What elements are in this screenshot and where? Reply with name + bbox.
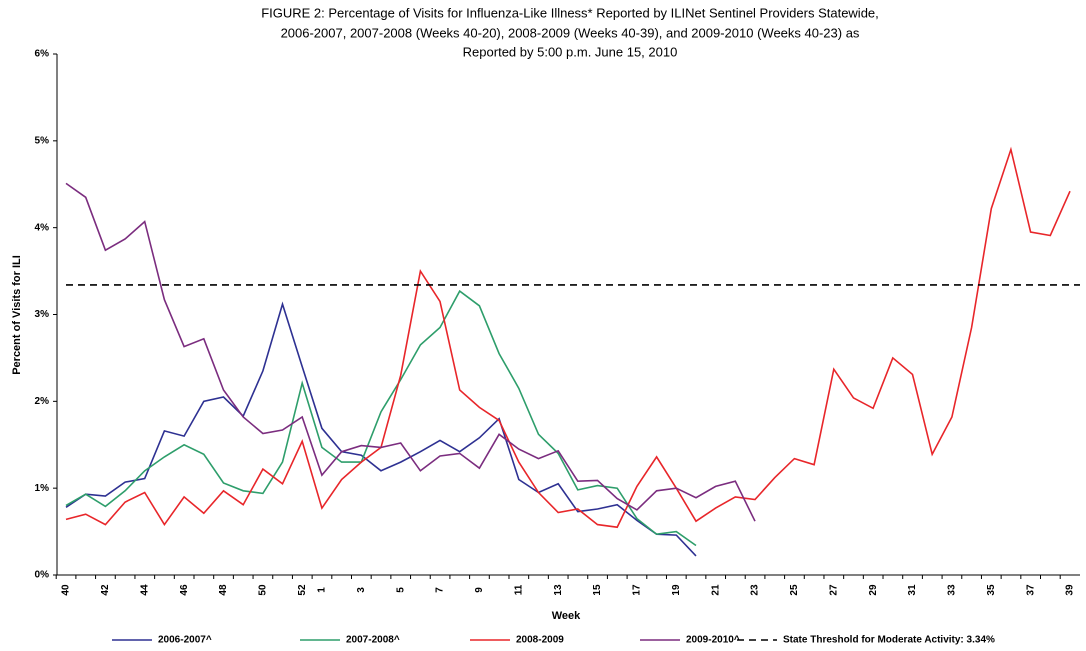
x-tick-label: 31 — [907, 584, 918, 596]
legend-label: 2009-2010^ — [686, 635, 740, 646]
chart-title: Reported by 5:00 p.m. June 15, 2010 — [463, 44, 678, 59]
y-tick-label: 1% — [35, 483, 50, 494]
x-tick-label: 25 — [789, 584, 800, 596]
legend-label: State Threshold for Moderate Activity: 3… — [783, 635, 995, 646]
x-tick-label: 39 — [1065, 584, 1076, 596]
x-tick-label: 44 — [139, 584, 150, 596]
y-tick-label: 6% — [35, 49, 50, 60]
y-tick-label: 0% — [35, 570, 50, 581]
x-tick-label: 15 — [592, 584, 603, 596]
x-tick-label: 46 — [179, 584, 190, 596]
x-tick-label: 9 — [474, 587, 485, 593]
x-tick-label: 21 — [710, 584, 721, 596]
x-tick-label: 17 — [632, 584, 643, 596]
y-axis-title: Percent of Visits for ILI — [11, 255, 23, 375]
y-tick-label: 5% — [35, 135, 50, 146]
series-line — [65, 146, 1071, 529]
legend-label: 2007-2008^ — [346, 635, 400, 646]
x-tick-label: 29 — [868, 584, 879, 596]
x-tick-label: 42 — [100, 584, 111, 596]
x-tick-label: 52 — [297, 584, 308, 596]
x-tick-label: 7 — [435, 587, 446, 593]
series-line — [65, 301, 697, 557]
x-tick-label: 35 — [986, 584, 997, 596]
chart-title: FIGURE 2: Percentage of Visits for Influ… — [261, 5, 879, 20]
x-tick-label: 23 — [750, 584, 761, 596]
legend-label: 2008-2009 — [516, 635, 564, 646]
x-tick-label: 48 — [218, 584, 229, 596]
chart-title: 2006-2007, 2007-2008 (Weeks 40-20), 2008… — [281, 25, 860, 40]
x-axis-title: Week — [552, 610, 581, 622]
x-tick-label: 40 — [61, 584, 72, 596]
x-tick-label: 19 — [671, 584, 682, 596]
x-tick-label: 1 — [317, 587, 328, 593]
y-tick-label: 2% — [35, 396, 50, 407]
series-line — [65, 289, 697, 547]
x-tick-label: 3 — [356, 587, 367, 593]
series-line — [65, 182, 756, 522]
x-tick-label: 37 — [1025, 584, 1036, 596]
y-tick-label: 4% — [35, 222, 50, 233]
x-tick-label: 33 — [947, 584, 958, 596]
x-tick-label: 13 — [553, 584, 564, 596]
x-tick-label: 11 — [513, 584, 524, 595]
x-tick-label: 5 — [395, 587, 406, 593]
legend-label: 2006-2007^ — [158, 635, 212, 646]
x-tick-label: 27 — [828, 584, 839, 596]
y-tick-label: 3% — [35, 309, 50, 320]
x-tick-label: 50 — [258, 584, 269, 596]
